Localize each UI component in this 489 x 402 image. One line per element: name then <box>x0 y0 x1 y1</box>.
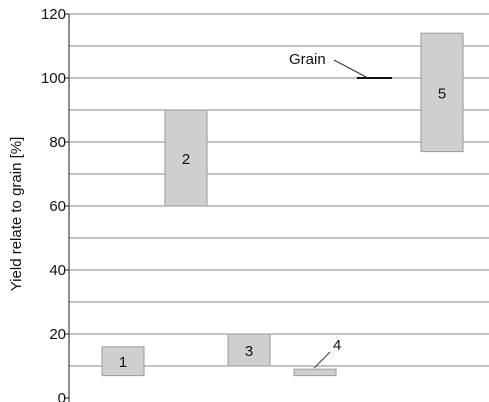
gridlines <box>69 13 489 367</box>
annotation-grain: Grain <box>289 51 326 68</box>
bar-4 <box>293 368 337 377</box>
annotation-4: 4 <box>333 337 341 354</box>
range-bars <box>101 32 464 377</box>
bar-3 <box>227 333 271 367</box>
bar-label-5: 5 <box>438 85 446 102</box>
annotation-grain-leader <box>333 59 369 79</box>
y-axis-label: Yield relate to grain [%] <box>8 137 25 292</box>
y-tick-label-120: 120 <box>41 6 66 23</box>
y-tick-label-60: 60 <box>49 198 66 215</box>
bar-labels: 1 2 3 5 <box>119 85 446 371</box>
annotations: Grain 4 <box>289 51 369 369</box>
bar-label-2: 2 <box>182 151 190 168</box>
annotation-4-leader <box>313 351 331 369</box>
y-tick-label-20: 20 <box>49 326 66 343</box>
y-axis-ticks: 0 20 40 60 80 100 120 <box>41 6 69 402</box>
bar-label-3: 3 <box>245 343 253 360</box>
y-tick-label-0: 0 <box>58 390 66 402</box>
bar-label-1: 1 <box>119 354 127 371</box>
bar-2 <box>164 109 208 207</box>
y-tick-label-100: 100 <box>41 70 66 87</box>
y-tick-label-80: 80 <box>49 134 66 151</box>
y-tick-label-40: 40 <box>49 262 66 279</box>
bar-1 <box>101 346 145 377</box>
bar-5 <box>420 32 464 153</box>
